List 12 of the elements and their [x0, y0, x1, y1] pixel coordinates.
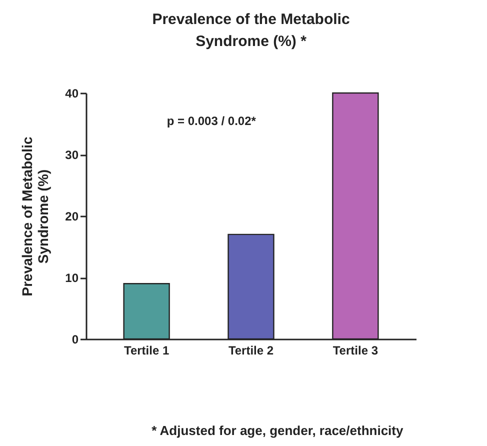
x-tick-label: Tertile 3: [332, 344, 378, 358]
chart-title: Prevalence of the Metabolic Syndrome (%) *: [152, 11, 350, 50]
text: * Adjusted for age, gender, race/ethnicity: [152, 423, 404, 438]
y-tick-label: 20: [65, 210, 79, 224]
y-tick-label: 0: [72, 332, 79, 346]
annotation: p = 0.003 / 0.02*: [166, 114, 256, 128]
y-tick-label: 10: [65, 271, 79, 285]
y-axis-title: Prevalence of Metabolic Syndrome (%): [19, 136, 52, 296]
x-tick-label: Tertile 2: [228, 344, 274, 358]
y-tick-label: 40: [65, 86, 79, 100]
y-tick-label: 30: [65, 148, 79, 162]
x-tick-label: Tertile 1: [124, 344, 170, 358]
